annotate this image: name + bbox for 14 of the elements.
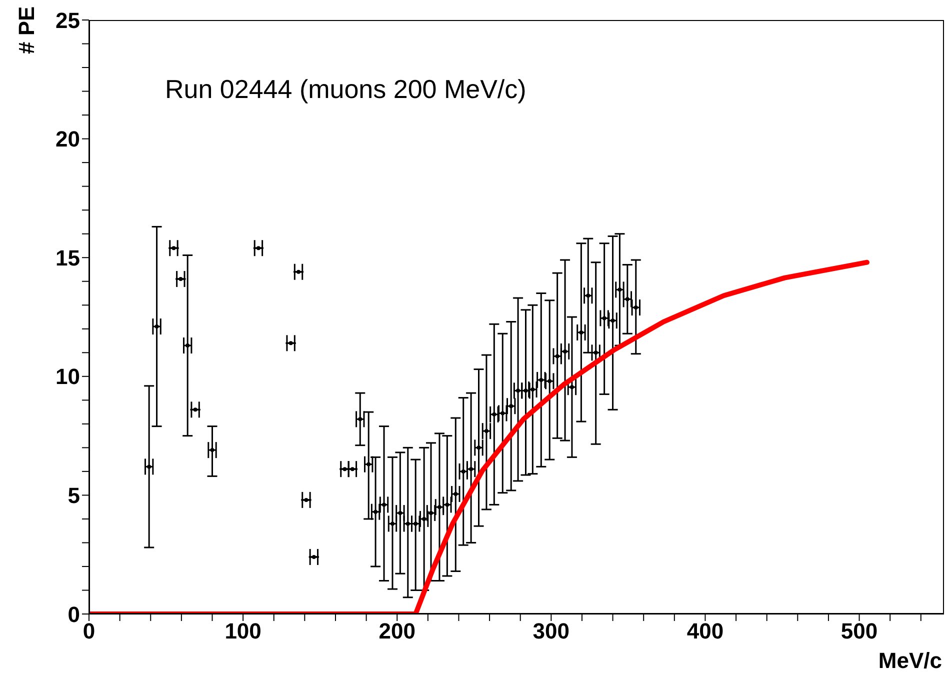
x-tick-label: 200 bbox=[378, 618, 416, 644]
y-tick-label: 5 bbox=[68, 483, 80, 508]
y-tick-label: 25 bbox=[56, 8, 80, 33]
annotation: Run 02444 (muons 200 MeV/c) bbox=[165, 74, 526, 105]
x-tick-label: 100 bbox=[224, 618, 262, 644]
y-tick-label: 15 bbox=[56, 245, 80, 270]
x-axis-title: MeV/c bbox=[878, 648, 942, 674]
x-tick-label: 300 bbox=[532, 618, 570, 644]
y-axis-title: # PE bbox=[14, 6, 40, 54]
y-tick-label: 0 bbox=[68, 602, 80, 627]
x-tick-label: 500 bbox=[840, 618, 878, 644]
y-tick-label: 20 bbox=[56, 126, 80, 152]
y-tick-label: 10 bbox=[56, 364, 80, 390]
x-tick-label: 400 bbox=[686, 618, 724, 644]
